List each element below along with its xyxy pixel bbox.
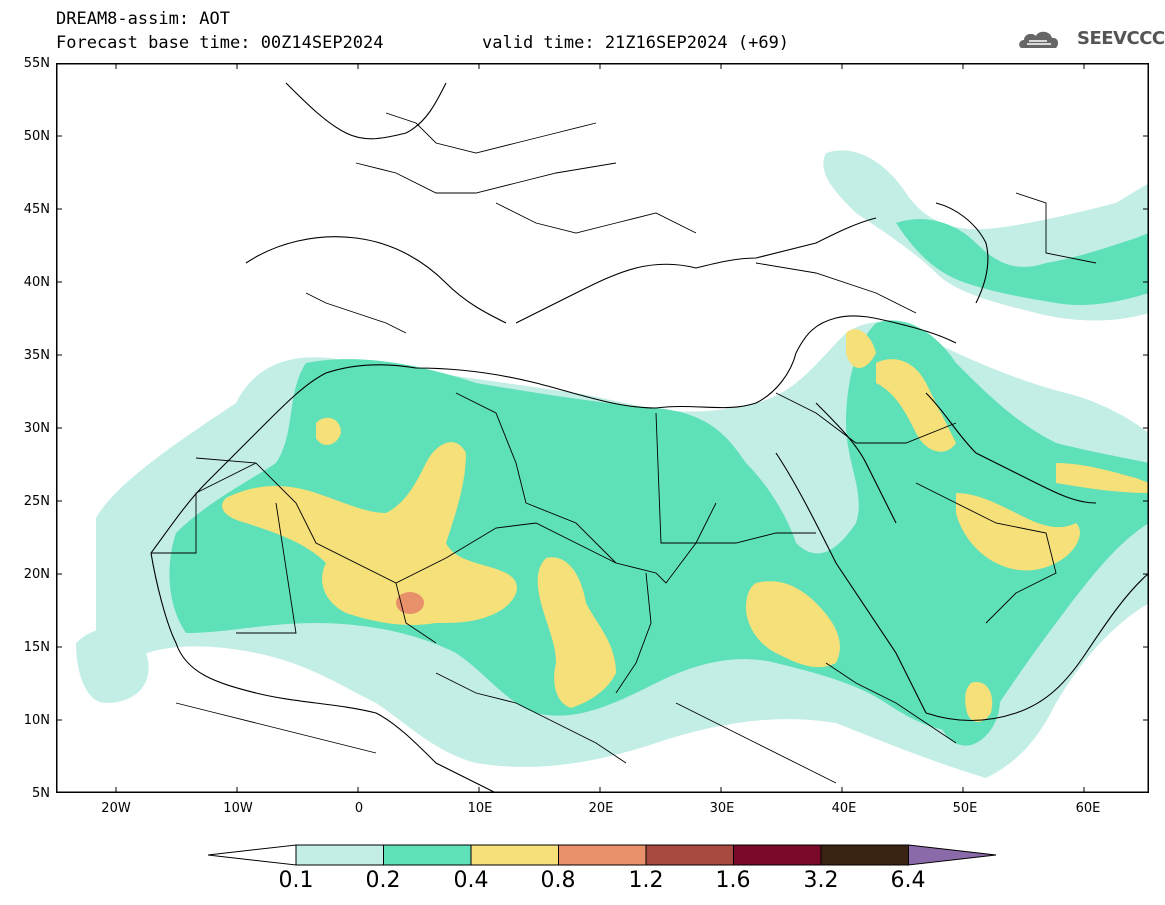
lon-label: 60E [1075,801,1101,816]
colorbar-segment-above [908,844,997,866]
lat-label: 40N [23,275,50,290]
lat-label: 5N [32,786,50,801]
forecast-base-time: Forecast base time: 00Z14SEP2024 [56,33,384,53]
aot-map [56,63,1149,793]
coastlines [150,82,1149,793]
lat-label: 30N [23,421,50,436]
lon-label: 10W [223,801,253,816]
lon-label: 10E [467,801,493,816]
colorbar-label: 6.4 [890,868,926,893]
cloud-logo-icon [1019,31,1059,48]
lon-label: 50E [952,801,978,816]
map-title: DREAM8-assim: AOT [56,9,230,29]
lat-label: 35N [23,348,50,363]
map-graticule-ticks [56,63,1149,793]
lon-label: 20W [101,801,131,816]
lat-label: 55N [23,56,50,71]
colorbar-segment [645,844,734,866]
colorbar-label: 1.2 [628,868,664,893]
lat-label: 25N [23,494,50,509]
lat-label: 45N [23,202,50,217]
colorbar-label: 0.4 [453,868,489,893]
country-borders [151,112,1097,784]
colorbar-label: 0.2 [365,868,401,893]
colorbar-segment [383,844,472,866]
lon-label: 30E [709,801,735,816]
colorbar-segment-below [207,844,297,866]
lat-label: 15N [23,640,50,655]
lat-label: 20N [23,567,50,582]
colorbar-label: 3.2 [803,868,839,893]
seevccc-logo-text: SEEVCCC [1077,28,1165,49]
lon-label: 20E [588,801,614,816]
lon-label: 40E [831,801,857,816]
colorbar-segment [733,844,822,866]
colorbar-label: 0.1 [278,868,314,893]
colorbar-segment [820,844,909,866]
aot-field-0.8-1.2 [396,592,424,614]
colorbar-label: 0.8 [540,868,576,893]
colorbar-label: 1.6 [715,868,751,893]
valid-time: valid time: 21Z16SEP2024 (+69) [482,33,790,53]
aot-field-0.4-0.8 [222,329,1149,723]
lat-label: 50N [23,129,50,144]
aot-colorbar [207,844,997,866]
lon-label: 0 [354,801,364,816]
lat-label: 10N [23,713,50,728]
colorbar-segment [558,844,647,866]
colorbar-segment [470,844,559,866]
colorbar-segment [295,844,384,866]
map-frame [56,63,1149,793]
